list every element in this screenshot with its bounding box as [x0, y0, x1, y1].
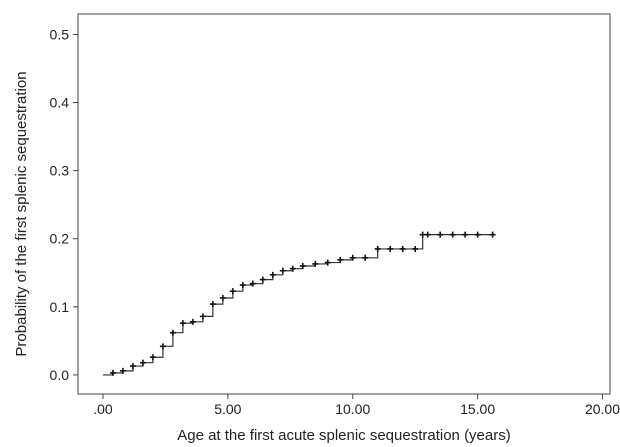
- censor-marker: [289, 265, 296, 272]
- y-axis-title: Probability of the first splenic sequest…: [13, 71, 30, 356]
- x-axis: .00 5.00 10.00 15.00 20.00: [93, 394, 620, 417]
- censor-marker: [449, 231, 456, 238]
- censor-marker: [462, 231, 469, 238]
- censor-marker: [279, 267, 286, 274]
- y-tick-label: 0.3: [50, 163, 70, 179]
- censor-marker: [437, 231, 444, 238]
- y-tick-label: 0.5: [50, 26, 70, 42]
- x-tick-label: .00: [93, 401, 113, 417]
- censor-marker: [489, 231, 496, 238]
- x-tick-label: 20.00: [585, 401, 620, 417]
- censor-marker: [209, 301, 216, 308]
- censor-marker: [149, 354, 156, 361]
- censor-marker: [387, 245, 394, 252]
- data-series: [102, 231, 496, 376]
- x-tick-label: 10.00: [335, 401, 370, 417]
- censor-marker: [424, 231, 431, 238]
- y-tick-label: 0.1: [50, 299, 70, 315]
- censor-marker: [169, 329, 176, 336]
- y-tick-label: 0.2: [50, 231, 70, 247]
- y-tick-label: 0.4: [50, 95, 70, 111]
- censor-marker: [269, 271, 276, 278]
- x-tick-label: 5.00: [214, 401, 241, 417]
- censor-marker: [239, 282, 246, 289]
- censor-marker: [412, 245, 419, 252]
- censor-marker: [299, 262, 306, 269]
- x-axis-title: Age at the first acute splenic sequestra…: [177, 427, 511, 444]
- censor-marker: [189, 318, 196, 325]
- censor-marker: [259, 276, 266, 283]
- censor-marker: [119, 367, 126, 374]
- censor-marker: [362, 254, 369, 261]
- y-tick-label: 0.0: [50, 367, 70, 383]
- censor-marker: [374, 245, 381, 252]
- plot-area: [77, 13, 611, 395]
- censor-marker: [474, 231, 481, 238]
- censor-marker: [219, 294, 226, 301]
- censor-marker: [349, 254, 356, 261]
- censor-marker: [109, 369, 116, 376]
- censor-marker: [139, 359, 146, 366]
- censor-marker: [312, 260, 319, 267]
- censor-marker: [199, 313, 206, 320]
- survival-curve: [102, 234, 493, 376]
- censor-marker: [399, 245, 406, 252]
- censor-marker: [129, 363, 136, 370]
- censor-marker: [179, 320, 186, 327]
- censor-marker: [249, 280, 256, 287]
- censor-marker: [337, 256, 344, 263]
- y-axis: 0.0 0.1 0.2 0.3 0.4 0.5: [50, 26, 78, 383]
- censor-marker: [324, 259, 331, 266]
- x-tick-label: 15.00: [460, 401, 495, 417]
- censor-marker: [229, 288, 236, 295]
- censor-marker: [159, 343, 166, 350]
